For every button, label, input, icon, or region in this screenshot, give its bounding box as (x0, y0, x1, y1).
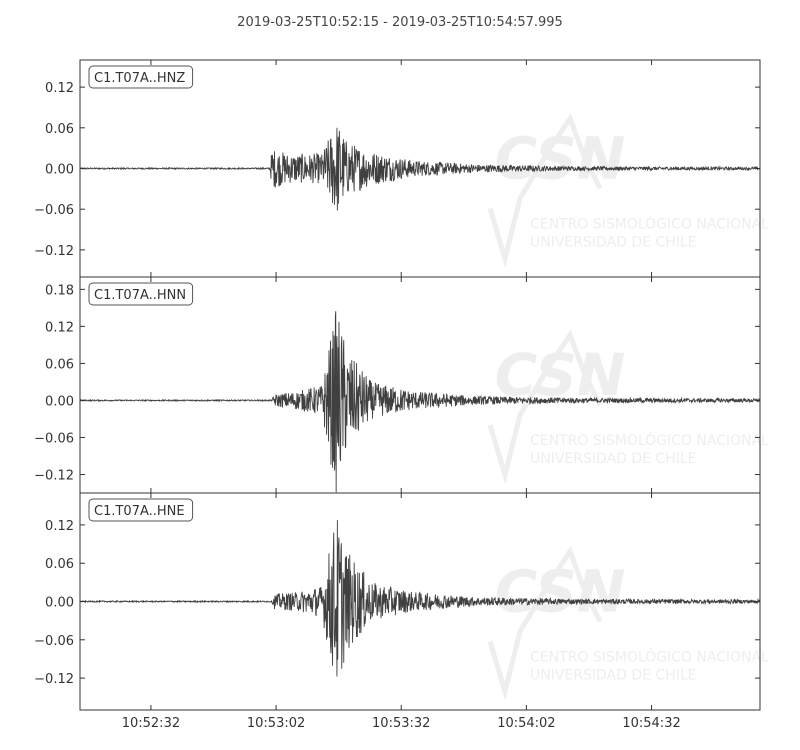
y-tick-label: −0.06 (34, 634, 74, 649)
watermark-w-shape (487, 546, 603, 701)
y-tick-label: 0.00 (45, 394, 74, 409)
watermark-line-1: CENTRO SISMOLÓGICO NACIONAL (530, 431, 769, 449)
watermark-line-2: UNIVERSIDAD DE CHILE (530, 451, 697, 467)
y-tick-label: 0.12 (45, 81, 74, 96)
x-tick-label: 10:54:32 (622, 716, 680, 731)
figure-title: 2019-03-25T10:52:15 - 2019-03-25T10:54:5… (237, 15, 563, 30)
watermark-line-1: CENTRO SISMOLÓGICO NACIONAL (530, 215, 769, 233)
x-tick-label: 10:54:02 (497, 716, 555, 731)
x-tick-label: 10:53:02 (247, 716, 305, 731)
channel-label-box (88, 282, 194, 306)
y-tick-label: 0.06 (45, 557, 74, 572)
y-tick-label: 0.00 (45, 163, 74, 178)
y-tick-label: 0.06 (45, 122, 74, 137)
x-tick-label: 10:52:32 (122, 716, 180, 731)
channel-label: C1.T07A..HNZ (94, 71, 185, 86)
y-tick-label: −0.12 (34, 244, 74, 259)
channel-label: C1.T07A..HNN (94, 288, 186, 303)
watermark-line-1: CENTRO SISMOLÓGICO NACIONAL (530, 648, 769, 666)
y-tick-label: 0.18 (45, 283, 74, 298)
y-tick-label: −0.12 (34, 468, 74, 483)
waveform-2 (79, 311, 761, 493)
waveform-3 (79, 520, 761, 677)
channel-label: C1.T07A..HNE (94, 504, 185, 519)
y-tick-label: 0.00 (45, 596, 74, 611)
y-tick-label: 0.12 (45, 519, 74, 534)
y-tick-label: 0.06 (45, 357, 74, 372)
y-tick-label: 0.12 (45, 320, 74, 335)
waveform-1 (79, 127, 761, 211)
channel-label-box (88, 65, 194, 89)
y-tick-label: −0.06 (34, 203, 74, 218)
watermark-line-2: UNIVERSIDAD DE CHILE (530, 235, 697, 251)
watermark-w-shape (487, 113, 603, 268)
x-tick-label: 10:53:32 (372, 716, 430, 731)
channel-label-box (88, 498, 194, 522)
watermark-line-2: UNIVERSIDAD DE CHILE (530, 668, 697, 684)
watermark-w-shape (487, 329, 603, 485)
y-tick-label: −0.12 (34, 672, 74, 687)
y-tick-label: −0.06 (34, 431, 74, 446)
x-axis: 10:52:32 10:53:02 10:53:32 10:54:02 10:54:32 (122, 716, 681, 731)
